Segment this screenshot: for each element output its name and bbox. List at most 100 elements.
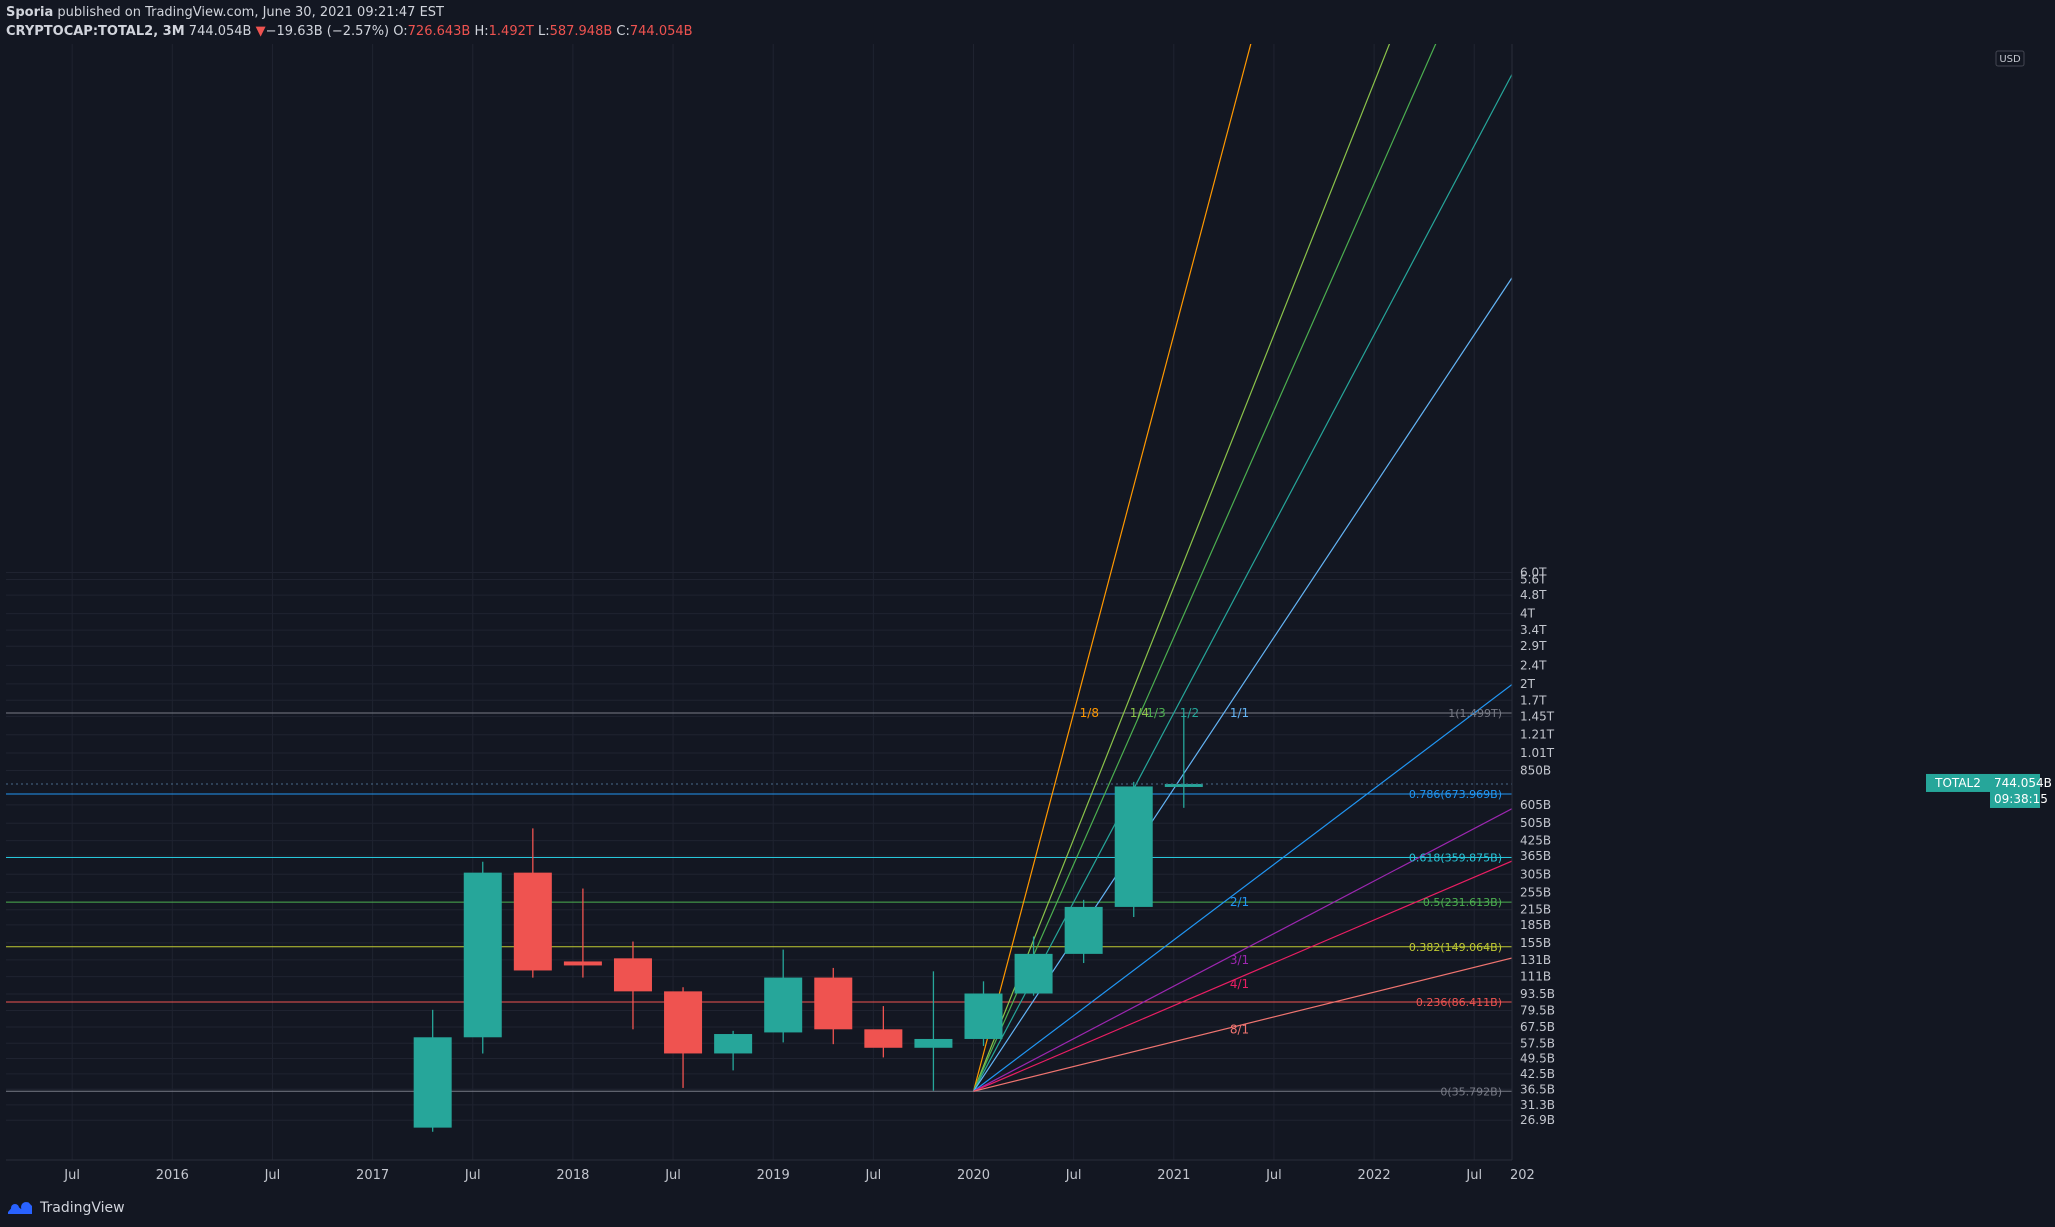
gann-fan-label: 1/3 <box>1146 706 1165 720</box>
time-axis-tick-label: 2018 <box>556 1168 589 1183</box>
fib-level-label: 0.236(86.411B) <box>1416 996 1502 1009</box>
gann-fan-line <box>972 276 1512 1092</box>
time-axis-tick-label: 2017 <box>356 1168 389 1183</box>
last-price-badge <box>1990 773 2040 808</box>
price-axis-tick-label: 2.9T <box>1520 639 1547 653</box>
time-axis-tick-label: Jul <box>1465 1168 1482 1183</box>
price-axis-tick-label: 425B <box>1520 834 1551 848</box>
price-axis-tick-label: 5.6T <box>1520 573 1547 587</box>
high-label: H: <box>474 24 489 39</box>
fib-level-label: 0.786(673.969B) <box>1409 788 1502 801</box>
candle-up <box>764 977 803 1033</box>
gann-fan-label: 1/8 <box>1080 706 1099 720</box>
price-axis-tick-label: 505B <box>1520 816 1551 830</box>
price-axis-tick-label: 6.0T <box>1520 566 1547 580</box>
fib-level-label: 0.5(231.613B) <box>1423 896 1502 909</box>
open-value: 726.643B <box>407 24 471 39</box>
time-axis-tick-label: Jul <box>63 1168 80 1183</box>
time-axis-tick-label: 2021 <box>1157 1168 1190 1183</box>
time-axis-tick-label: Jul <box>1065 1168 1082 1183</box>
candle-up <box>1014 953 1053 994</box>
gann-fan-label: 4/1 <box>1230 977 1249 991</box>
price-axis-tick-label: 215B <box>1520 903 1551 917</box>
footer[interactable]: TradingView <box>6 1196 125 1220</box>
candle-down <box>864 1029 903 1048</box>
gann-fan-line <box>973 683 1512 1092</box>
candle-up <box>413 1037 452 1128</box>
price-axis-tick-label: 26.9B <box>1520 1113 1555 1127</box>
candle-down <box>664 991 703 1054</box>
price-axis-tick-label: 850B <box>1520 763 1551 777</box>
price-axis-tick-label: 1.01T <box>1520 746 1555 760</box>
candle-down <box>814 977 853 1030</box>
last-price-label: 744.054B <box>1994 776 2052 790</box>
gann-fan-label: 1/4 <box>1130 706 1149 720</box>
fib-level-label: 0.618(359.875B) <box>1409 852 1502 865</box>
gann-fan-line <box>972 44 1437 1092</box>
chart-header: Sporia published on TradingView.com, Jun… <box>6 4 693 42</box>
high-value: 1.492T <box>488 24 534 39</box>
price-axis-tick-label: 185B <box>1520 918 1551 932</box>
fib-level-label: 1(1.499T) <box>1448 707 1502 720</box>
gann-fan-line <box>972 44 1391 1092</box>
candle-up <box>964 993 1003 1039</box>
close-label: C: <box>616 24 630 39</box>
low-label: L: <box>537 24 550 39</box>
close-value: 744.054B <box>629 24 693 39</box>
symbol-badge-label: TOTAL2 <box>1934 776 1981 790</box>
time-axis-tick-label: 2019 <box>757 1168 790 1183</box>
change-arrow-icon: ▼ <box>255 24 266 39</box>
gann-fan-line <box>973 860 1512 1092</box>
countdown-label: 09:38:15 <box>1994 792 2048 806</box>
price-axis-tick-label: 31.3B <box>1520 1098 1555 1112</box>
time-axis-tick-label: Jul <box>865 1168 882 1183</box>
candle-down <box>513 872 552 971</box>
price-axis-tick-label: 1.21T <box>1520 728 1555 742</box>
time-axis-tick-label: Jul <box>1265 1168 1282 1183</box>
gann-fan-line <box>972 73 1512 1092</box>
price-axis-tick-label: 131B <box>1520 953 1551 967</box>
symbol-label[interactable]: CRYPTOCAP:TOTAL2, 3M <box>6 24 185 39</box>
time-axis-tick-label: 2016 <box>156 1168 189 1183</box>
fib-level-label: 0(35.792B) <box>1440 1085 1502 1098</box>
candle-down <box>563 961 602 966</box>
symbol-badge <box>1926 773 1990 792</box>
time-axis-tick-label: 2020 <box>957 1168 990 1183</box>
footer-brand[interactable]: TradingView <box>40 1200 125 1216</box>
price-axis-tick-label: 255B <box>1520 885 1551 899</box>
open-label: O: <box>393 24 408 39</box>
time-axis-tick-label: Jul <box>464 1168 481 1183</box>
price-axis-tick-label: 3.4T <box>1520 623 1547 637</box>
candle-up <box>1064 906 1103 954</box>
gann-fan-label: 8/1 <box>1230 1022 1249 1036</box>
price-axis-tick-label: 1.7T <box>1520 693 1547 707</box>
author-name[interactable]: Sporia <box>6 5 54 20</box>
price-axis-tick-label: 57.5B <box>1520 1036 1555 1050</box>
price-axis-tick-label: 1.45T <box>1520 709 1555 723</box>
low-value: 587.948B <box>549 24 613 39</box>
candle-up <box>714 1034 753 1054</box>
price-axis-tick-label: 67.5B <box>1520 1020 1555 1034</box>
price-axis-tick-label: 111B <box>1520 970 1551 984</box>
fib-level-label: 0.382(149.064B) <box>1409 941 1502 954</box>
time-axis-tick-label: Jul <box>264 1168 281 1183</box>
candle-up <box>1164 783 1203 787</box>
candle-up <box>914 1038 953 1048</box>
grid <box>6 44 1512 1160</box>
price-axis-tick-label: 365B <box>1520 849 1551 863</box>
last-value: 744.054B <box>188 24 252 39</box>
gann-fan-label: 1/2 <box>1180 706 1199 720</box>
currency-label: USD <box>1999 54 2021 65</box>
tradingview-logo-icon <box>8 1202 32 1214</box>
gann-fan-label: 3/1 <box>1230 953 1249 967</box>
gann-fan-label: 1/1 <box>1230 706 1249 720</box>
candle-up <box>1114 786 1153 907</box>
change-value: −19.63B (−2.57%) <box>265 24 390 39</box>
price-axis-tick-label: 605B <box>1520 798 1551 812</box>
price-axis-tick-label: 305B <box>1520 867 1551 881</box>
gann-fan-line <box>973 807 1512 1092</box>
gann-fan-label: 2/1 <box>1230 895 1249 909</box>
time-axis-tick-label: Jul <box>664 1168 681 1183</box>
price-axis-tick-label: 4.8T <box>1520 588 1547 602</box>
